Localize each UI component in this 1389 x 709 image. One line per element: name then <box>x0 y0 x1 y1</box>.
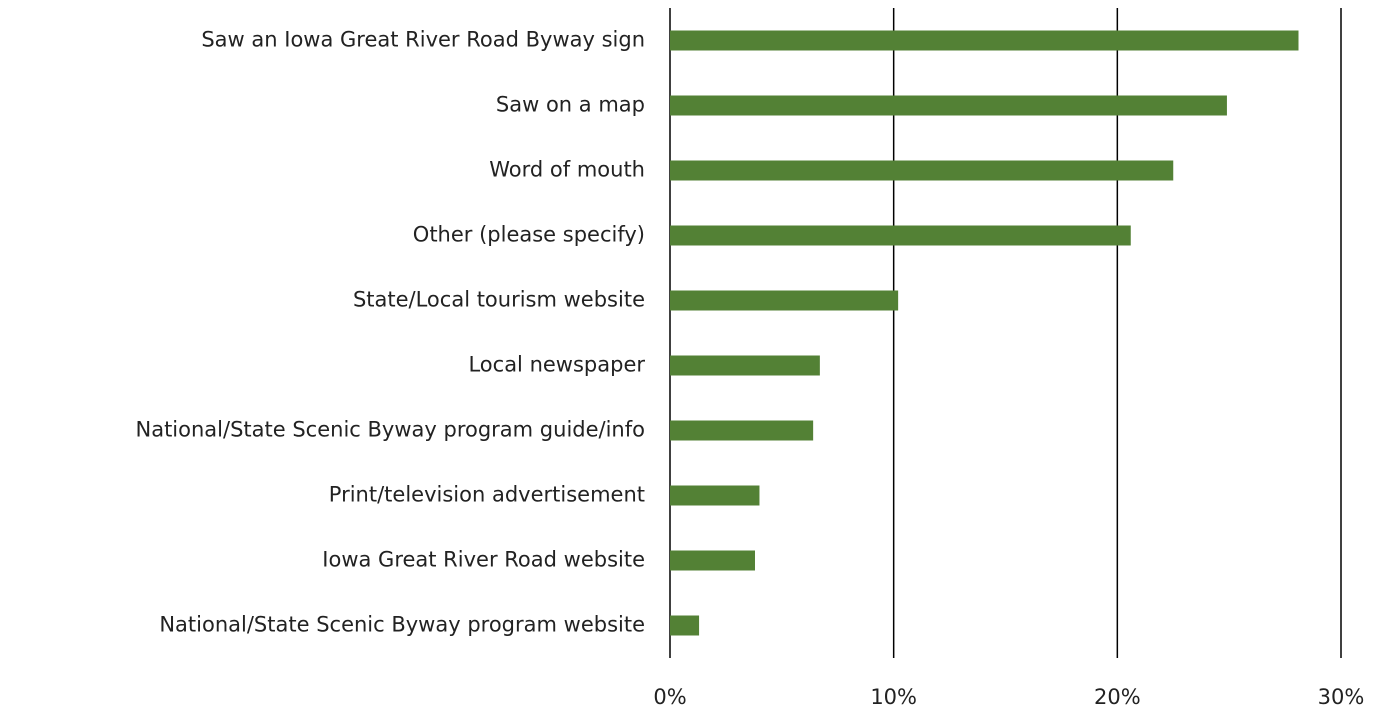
bar <box>670 420 814 441</box>
y-tick-label: Local newspaper <box>468 353 645 377</box>
bar <box>670 550 755 571</box>
y-tick-label: National/State Scenic Byway program webs… <box>159 613 645 637</box>
y-tick-label: Saw an Iowa Great River Road Byway sign <box>201 28 645 52</box>
y-tick-label: Iowa Great River Road website <box>322 548 645 572</box>
y-tick-label: State/Local tourism website <box>353 288 645 312</box>
y-tick-label: Word of mouth <box>489 158 645 182</box>
bar <box>670 290 899 311</box>
bar <box>670 355 820 376</box>
bar <box>670 30 1299 51</box>
x-tick-label: 10% <box>870 685 917 709</box>
x-tick-label: 0% <box>653 685 686 709</box>
y-tick-label: National/State Scenic Byway program guid… <box>136 418 646 442</box>
bar <box>670 160 1174 181</box>
bar <box>670 485 760 506</box>
bar <box>670 615 700 636</box>
y-tick-label: Print/television advertisement <box>329 483 645 507</box>
y-tick-label: Other (please specify) <box>413 223 645 247</box>
x-tick-label: 30% <box>1318 685 1365 709</box>
bar <box>670 225 1131 246</box>
x-tick-label: 20% <box>1094 685 1141 709</box>
bar <box>670 95 1227 116</box>
y-tick-label: Saw on a map <box>496 93 645 117</box>
